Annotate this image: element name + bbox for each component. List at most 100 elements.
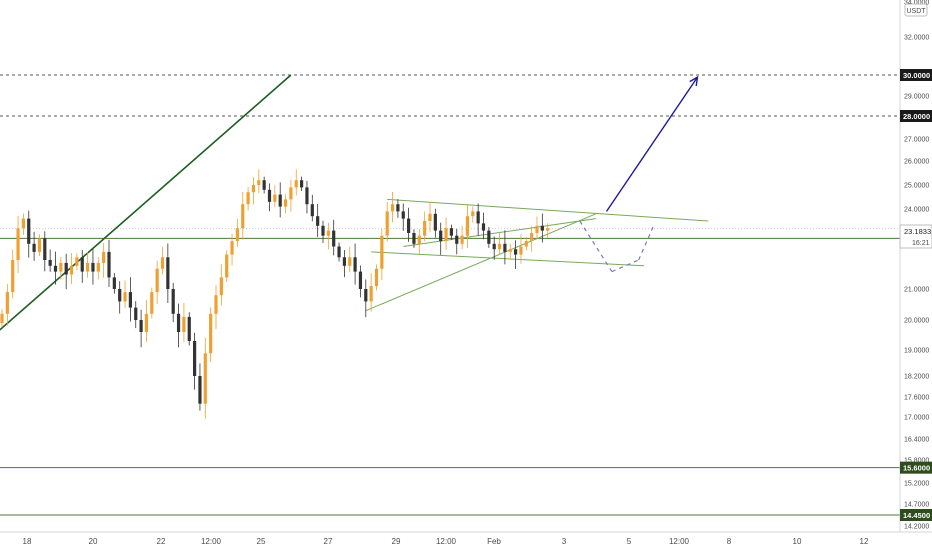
candle-body bbox=[139, 320, 143, 332]
candle-body bbox=[508, 249, 512, 252]
candle-body bbox=[369, 286, 373, 302]
candle-body bbox=[86, 262, 90, 272]
time-axis[interactable]: 18 20 22 12:00 25 27 29 12:00 Feb 3 5 12:00 8 10 12 bbox=[23, 537, 869, 546]
price-tag-label: 28.0000 bbox=[903, 112, 930, 121]
time-tick-label: 27 bbox=[324, 537, 333, 546]
price-tag-label: 30.0000 bbox=[903, 71, 930, 80]
arrow-head-icon bbox=[689, 75, 699, 87]
price-tick-label: 15.8000 bbox=[904, 458, 929, 465]
candle-body bbox=[246, 192, 250, 205]
projection-dash bbox=[611, 259, 639, 273]
price-tag-box bbox=[900, 461, 932, 474]
trendline bbox=[387, 198, 709, 222]
candle-body bbox=[96, 262, 100, 272]
candle-body bbox=[273, 194, 277, 202]
price-tick-label: 18.2000 bbox=[904, 374, 929, 381]
candle-body bbox=[118, 289, 122, 302]
price-tag-box bbox=[900, 110, 932, 122]
price-tick-label: 25.0000 bbox=[904, 183, 929, 190]
candle-body bbox=[310, 204, 314, 217]
candle-body bbox=[80, 257, 84, 272]
candle-body bbox=[289, 187, 293, 200]
price-tick-label: 14.7000 bbox=[904, 502, 929, 509]
candle-body bbox=[166, 257, 170, 289]
candle-body bbox=[433, 213, 437, 231]
trendlines bbox=[0, 74, 709, 331]
candle-body bbox=[187, 316, 191, 341]
candle-body bbox=[332, 230, 336, 247]
time-tick-label: 12 bbox=[860, 537, 869, 546]
candle-body bbox=[535, 225, 539, 233]
candle-body bbox=[91, 262, 95, 272]
candle-body bbox=[32, 243, 36, 252]
candle-body bbox=[497, 243, 502, 250]
candle-body bbox=[134, 307, 138, 320]
candle-body bbox=[214, 295, 218, 314]
trendline bbox=[403, 218, 596, 247]
candle-body bbox=[0, 313, 4, 323]
candle-body bbox=[230, 241, 234, 255]
candle-body bbox=[455, 235, 459, 244]
candle-body bbox=[59, 262, 63, 272]
current-price-tag: 23.1833 16:21 bbox=[899, 224, 932, 249]
candle-body bbox=[11, 260, 15, 293]
candle-body bbox=[401, 211, 405, 219]
price-tick-label: 27.0000 bbox=[904, 137, 929, 144]
candle-body bbox=[283, 199, 288, 207]
projection-arrow-shaft bbox=[605, 76, 699, 212]
time-tick-label: 29 bbox=[392, 537, 401, 546]
candle-body bbox=[524, 241, 528, 247]
price-tick-label: 34.0000 bbox=[904, 0, 929, 7]
candle-body bbox=[5, 292, 9, 314]
time-tick-label: 20 bbox=[89, 537, 98, 546]
price-tick-label: 19.0000 bbox=[904, 348, 929, 355]
time-tick-label: 10 bbox=[793, 537, 802, 546]
candle-body bbox=[262, 180, 266, 190]
candle-body bbox=[305, 187, 309, 205]
candle-body bbox=[481, 223, 486, 231]
candle-body bbox=[412, 233, 416, 244]
candle-body bbox=[385, 211, 389, 236]
candle-body bbox=[417, 235, 421, 244]
trendline bbox=[365, 213, 597, 312]
candle-body bbox=[144, 313, 149, 332]
candle-body bbox=[235, 228, 239, 242]
candle-body bbox=[225, 254, 229, 278]
candle-body bbox=[358, 271, 363, 289]
candle-body bbox=[465, 216, 470, 236]
price-tick-label: 17.6000 bbox=[904, 395, 929, 402]
candle-body bbox=[37, 238, 42, 252]
candle-body bbox=[107, 251, 111, 278]
candle-body bbox=[546, 228, 550, 231]
candle-body bbox=[209, 313, 213, 354]
price-tick-label: 29.0000 bbox=[904, 94, 929, 101]
candle-body bbox=[364, 289, 368, 302]
candle-body bbox=[198, 376, 202, 404]
price-tag-box bbox=[900, 509, 932, 521]
time-tick-label: 12:00 bbox=[669, 537, 690, 546]
price-tick-label: 20.0000 bbox=[904, 318, 929, 325]
price-tick-label: 24.0000 bbox=[904, 207, 929, 214]
candle-body bbox=[471, 211, 475, 217]
trendline bbox=[371, 251, 645, 267]
candle-body bbox=[540, 225, 544, 231]
candle-body bbox=[492, 243, 496, 250]
price-axis[interactable]: 34.0000 32.0000 29.0000 27.0000 26.0000 25.00… bbox=[904, 0, 929, 531]
price-tick-label: 26.0000 bbox=[904, 159, 929, 166]
candle-body bbox=[48, 260, 52, 266]
candle-body bbox=[503, 243, 507, 252]
time-tick-label: 18 bbox=[23, 537, 32, 546]
time-tick-label: 25 bbox=[257, 537, 266, 546]
candle-body bbox=[43, 238, 47, 260]
candle-body bbox=[69, 265, 74, 275]
current-price-label: 23.1833 bbox=[904, 227, 931, 236]
candle-body bbox=[444, 228, 448, 242]
plot-area[interactable] bbox=[0, 74, 900, 516]
projection-dash bbox=[638, 223, 656, 261]
time-tick-label: 5 bbox=[627, 537, 632, 546]
candle-body bbox=[348, 257, 352, 266]
candle-body bbox=[278, 194, 282, 207]
time-tick-label: 8 bbox=[727, 537, 732, 546]
candle-body bbox=[112, 277, 116, 289]
